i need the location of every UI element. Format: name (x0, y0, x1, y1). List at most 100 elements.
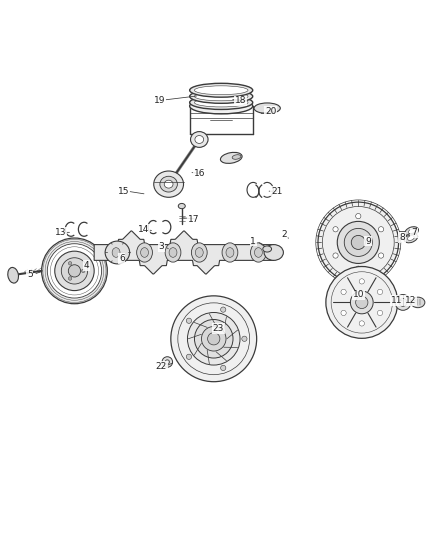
Circle shape (378, 227, 384, 232)
Circle shape (351, 236, 365, 249)
Ellipse shape (270, 108, 275, 112)
Ellipse shape (165, 243, 181, 262)
Ellipse shape (195, 248, 203, 257)
Ellipse shape (226, 248, 234, 257)
Circle shape (333, 227, 338, 232)
Circle shape (187, 312, 240, 365)
Ellipse shape (160, 176, 177, 192)
Circle shape (186, 354, 191, 359)
Ellipse shape (263, 246, 272, 252)
Ellipse shape (190, 95, 253, 109)
Circle shape (221, 307, 226, 312)
Ellipse shape (191, 243, 207, 262)
Circle shape (208, 333, 220, 345)
Circle shape (201, 327, 226, 351)
Circle shape (337, 221, 379, 263)
Ellipse shape (112, 248, 120, 257)
Ellipse shape (222, 243, 238, 262)
Ellipse shape (190, 90, 253, 103)
Circle shape (318, 202, 399, 282)
Ellipse shape (169, 248, 177, 257)
Ellipse shape (194, 98, 248, 107)
Text: 20: 20 (265, 107, 276, 116)
Ellipse shape (254, 103, 280, 114)
Circle shape (171, 296, 257, 382)
Ellipse shape (254, 248, 262, 257)
Ellipse shape (408, 229, 415, 234)
Text: 4: 4 (84, 261, 89, 270)
Circle shape (378, 289, 383, 295)
Ellipse shape (191, 132, 208, 147)
Text: 7: 7 (411, 228, 417, 237)
Ellipse shape (105, 241, 130, 264)
Circle shape (68, 262, 72, 265)
Ellipse shape (251, 243, 266, 262)
Ellipse shape (404, 233, 417, 243)
Ellipse shape (220, 152, 242, 164)
Ellipse shape (194, 86, 248, 95)
Circle shape (55, 251, 94, 290)
Circle shape (378, 310, 383, 316)
Circle shape (356, 214, 361, 219)
Circle shape (341, 289, 346, 295)
Circle shape (399, 298, 407, 306)
Ellipse shape (405, 227, 418, 236)
Ellipse shape (137, 243, 152, 262)
Text: 5: 5 (27, 270, 33, 279)
Ellipse shape (411, 297, 425, 308)
Text: 17: 17 (188, 215, 199, 224)
Circle shape (344, 229, 372, 256)
Circle shape (162, 357, 173, 367)
Circle shape (47, 244, 102, 298)
Text: 1: 1 (250, 237, 256, 246)
Circle shape (378, 253, 384, 258)
Ellipse shape (164, 180, 173, 188)
Ellipse shape (86, 246, 98, 259)
Ellipse shape (232, 155, 241, 159)
Circle shape (326, 266, 398, 338)
Circle shape (221, 365, 226, 370)
Ellipse shape (108, 243, 124, 262)
Ellipse shape (190, 83, 253, 97)
Text: 10: 10 (353, 290, 364, 300)
Ellipse shape (195, 135, 204, 143)
Polygon shape (94, 231, 274, 274)
Text: 22: 22 (155, 362, 167, 371)
Ellipse shape (8, 268, 18, 283)
Text: 8: 8 (399, 233, 405, 242)
Ellipse shape (141, 248, 148, 257)
Circle shape (356, 266, 361, 271)
Circle shape (61, 258, 88, 284)
Circle shape (186, 318, 191, 324)
Text: 2: 2 (281, 230, 286, 239)
Text: 6: 6 (119, 254, 125, 263)
Text: 16: 16 (194, 169, 205, 178)
Text: 19: 19 (154, 95, 166, 104)
Circle shape (341, 310, 346, 316)
Circle shape (194, 319, 233, 358)
Ellipse shape (178, 204, 185, 209)
Circle shape (165, 360, 170, 364)
Text: 15: 15 (118, 187, 129, 196)
Text: 13: 13 (55, 228, 66, 237)
Circle shape (42, 238, 107, 304)
Text: 14: 14 (138, 225, 149, 234)
Circle shape (350, 291, 373, 314)
Text: 12: 12 (405, 296, 417, 305)
Ellipse shape (264, 245, 283, 260)
Circle shape (395, 295, 411, 310)
Ellipse shape (154, 171, 184, 197)
Circle shape (359, 321, 364, 326)
Ellipse shape (407, 236, 414, 240)
Circle shape (68, 265, 81, 277)
Circle shape (81, 269, 85, 273)
Text: 23: 23 (212, 324, 224, 333)
Circle shape (356, 296, 368, 309)
Text: 9: 9 (365, 237, 371, 246)
Circle shape (359, 279, 364, 284)
Circle shape (68, 277, 72, 280)
Ellipse shape (194, 92, 248, 101)
Text: 18: 18 (235, 96, 247, 106)
Ellipse shape (190, 98, 253, 114)
Text: 3: 3 (158, 243, 164, 251)
